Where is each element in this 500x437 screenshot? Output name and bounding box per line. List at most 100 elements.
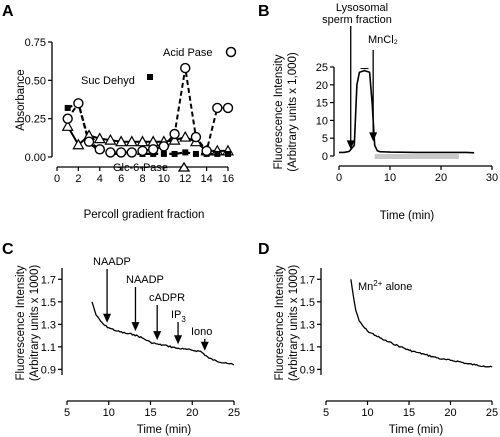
panel-a-axes: 0 2 4 6 8 10 12 14 16 0.00 0.25 0.50 0.75 xyxy=(25,37,235,185)
panel-a-x-tick-label: 2 xyxy=(75,173,81,185)
annotation-mn-main: Mn xyxy=(358,281,373,293)
panel-c-axes: 5 10 15 20 25 0.9 1.1 1.3 1.5 1.7 xyxy=(41,268,240,419)
acid-pase-legend-marker xyxy=(225,46,237,58)
annotation-ip3: IP3 xyxy=(171,309,186,324)
panel-b-y-tick-label: 15 xyxy=(316,98,328,110)
panel-d-plot xyxy=(350,279,493,368)
acid-pase-point xyxy=(180,62,191,74)
panel-b-y-tick-label: 25 xyxy=(316,62,328,74)
panel-a-x-tick-label: 10 xyxy=(158,173,170,185)
panel-a-xlabel: Percoll gradient fraction xyxy=(84,209,205,221)
panel-c-label: C xyxy=(2,241,14,258)
mncl2-exposure-bar xyxy=(374,154,459,159)
acid-pase-point xyxy=(212,102,223,114)
glc-6-pase-point xyxy=(93,132,106,144)
annotation-ip3-main: IP xyxy=(171,309,181,321)
panel-d-y-tick-label: 1.7 xyxy=(300,274,315,286)
suc-dehyd-point xyxy=(192,150,199,157)
panel-d-x-tick-label: 25 xyxy=(486,407,498,419)
naadp-arrow-1-head xyxy=(103,313,112,323)
glc-6-pase-point xyxy=(104,133,117,145)
panel-c-x-tick-label: 15 xyxy=(144,407,156,419)
panel-d-y-tick-label: 1.1 xyxy=(300,342,315,354)
panel-b-y-tick-label: 0 xyxy=(322,151,328,163)
panel-a-y-tick-label: 0.50 xyxy=(25,75,46,87)
panel-b-x-tick-label: 10 xyxy=(384,172,396,184)
panel-b-x-tick-label: 30 xyxy=(486,172,498,184)
panel-b-y-tick-label: 5 xyxy=(322,133,328,145)
glc-6-pase-point xyxy=(115,135,128,147)
panel-a-x-tick-label: 14 xyxy=(201,173,213,185)
glc-6-pase-point xyxy=(125,135,138,147)
panel-c-ylabel: Fluorescence Intensity xyxy=(15,265,27,380)
acid-pase-point xyxy=(147,144,159,155)
glc-6-pase-point xyxy=(61,120,74,131)
panel-c-y-tick-label: 1.3 xyxy=(41,319,56,331)
panel-c-y-tick-label: 1.5 xyxy=(41,297,56,309)
panel-b-axes: 0 10 20 30 0 5 10 15 20 25 xyxy=(316,62,498,184)
glc-6-pase-line xyxy=(66,125,228,152)
glc-6-pase-point xyxy=(168,133,181,145)
annotation-suc-dehyd: Suc Dehyd xyxy=(81,75,135,87)
fluorescence-trace xyxy=(339,69,475,154)
panel-b-xlabel: Time (min) xyxy=(380,210,435,222)
acid-pase-point xyxy=(115,147,127,158)
mncl2-addition-arrow-head xyxy=(369,132,378,142)
glc-6-pase-legend-marker xyxy=(177,161,191,172)
annotation-sperm-fraction: sperm fraction xyxy=(322,14,392,26)
panel-d: D 5 10 15 20 25 0.9 1.1 1.3 1.5 1.7 Time (min) Fl… xyxy=(258,241,498,436)
suc-dehyd-point xyxy=(182,149,189,156)
panel-d-ylabel: Fluorescence Intensity xyxy=(274,265,286,380)
suc-dehyd-point xyxy=(160,150,167,157)
panel-b-x-tick-label: 0 xyxy=(336,172,342,184)
panel-d-label: D xyxy=(258,241,270,258)
panel-b: B 0 10 20 30 0 5 10 15 20 25 Time (min) Fluoresce… xyxy=(258,2,498,222)
fluorescence-trace xyxy=(91,301,235,366)
panel-a-plot xyxy=(61,62,235,158)
acid-pase-point xyxy=(137,145,148,157)
suc-dehyd-point xyxy=(171,150,178,157)
panel-a-label: A xyxy=(2,3,14,20)
panel-d-x-tick-label: 20 xyxy=(444,407,456,419)
annotation-acid-pase: Acid Pase xyxy=(163,47,213,59)
panel-c-x-tick-label: 20 xyxy=(186,407,198,419)
panel-c-y-tick-label: 1.1 xyxy=(41,342,56,354)
panel-b-x-tick-label: 20 xyxy=(435,172,447,184)
annotation-mn-rest: alone xyxy=(382,281,412,293)
panel-d-axes: 5 10 15 20 25 0.9 1.1 1.3 1.5 1.7 xyxy=(300,268,498,419)
panel-b-plot xyxy=(339,26,475,159)
panel-c-y-tick-label: 0.9 xyxy=(41,364,56,376)
annotation-lysosomal: Lysosomal xyxy=(336,2,388,14)
glc-6-pase-point xyxy=(179,130,192,142)
annotation-cadpr: cADPR xyxy=(149,292,185,304)
panel-c-ylabel2: (Arbitrary units x 1000) xyxy=(29,265,41,381)
panel-d-x-tick-label: 5 xyxy=(323,407,329,419)
panel-d-x-tick-label: 10 xyxy=(361,407,373,419)
panel-a-x-tick-label: 4 xyxy=(97,173,103,185)
panel-a: A 0 2 4 6 8 10 12 14 16 0.00 0.25 0.50 0.75 Percoll … xyxy=(2,3,237,221)
panel-a-x-tick-label: 0 xyxy=(54,173,60,185)
annotation-mn-alone: Mn2+ alone xyxy=(358,279,412,293)
acid-pase-point xyxy=(158,141,170,152)
panel-a-x-tick-label: 8 xyxy=(139,173,145,185)
panel-c-x-tick-label: 25 xyxy=(228,407,240,419)
panel-a-x-tick-label: 16 xyxy=(222,173,234,185)
panel-a-y-tick-label: 0.00 xyxy=(25,152,46,164)
panel-a-y-tick-label: 0.25 xyxy=(25,114,46,126)
suc-dehyd-legend-marker xyxy=(147,74,153,80)
annotation-mn-sup: 2+ xyxy=(373,279,382,288)
panel-b-y-tick-label: 20 xyxy=(316,80,328,92)
acid-pase-point xyxy=(62,113,73,124)
panel-c: C 5 10 15 20 25 0.9 1.1 1.3 1.5 1.7 Time (min) Fl… xyxy=(2,241,240,436)
suc-dehyd-line xyxy=(67,101,228,155)
annotation-mncl2: MnCl₂ xyxy=(368,34,398,46)
acid-pase-point xyxy=(83,136,95,147)
panel-b-ylabel: Fluorescence Intensity xyxy=(273,54,285,169)
panel-a-x-tick-label: 12 xyxy=(179,173,191,185)
acid-pase-point xyxy=(94,144,105,155)
acid-pase-point xyxy=(190,131,202,143)
annotation-glc-6-pase: Glc-6-Pase xyxy=(113,162,168,174)
lysosome-addition-arrow-head xyxy=(346,140,355,150)
acid-pase-point xyxy=(105,147,116,158)
